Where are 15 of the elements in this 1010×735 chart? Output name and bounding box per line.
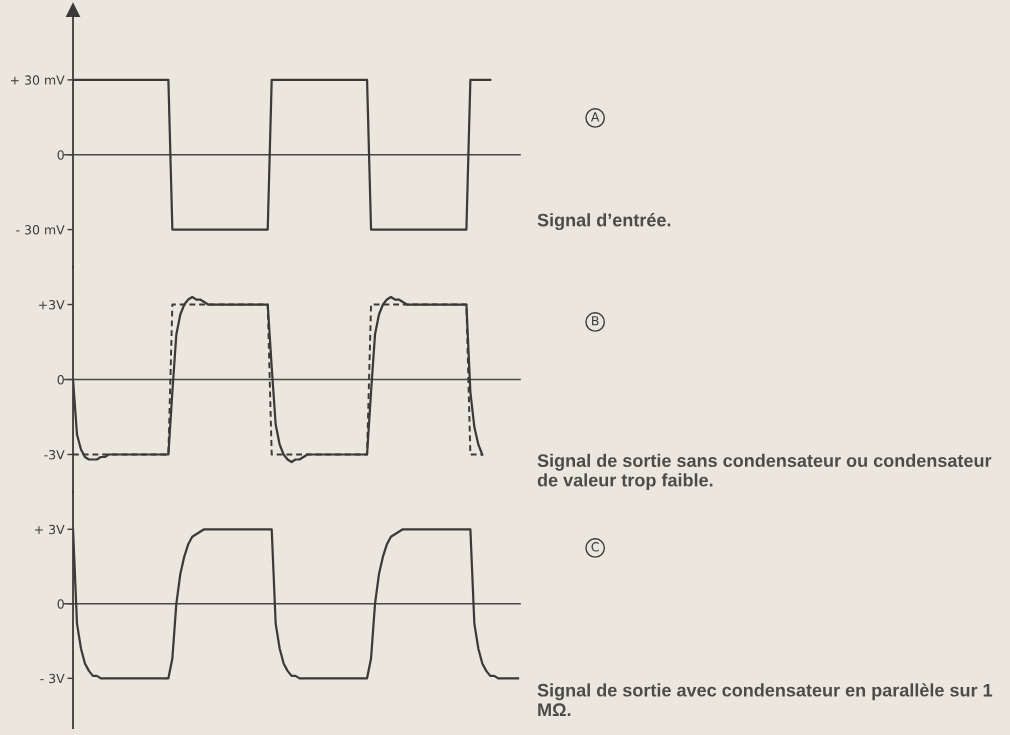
y-tick-label: + 3V xyxy=(35,524,65,535)
y-tick-label: - 3V xyxy=(40,673,65,684)
y-tick-label: 0 xyxy=(57,374,64,385)
y-tick-label: +3V xyxy=(39,299,65,310)
text: B xyxy=(592,316,599,326)
y-tick-label: - 30 mV xyxy=(16,225,65,235)
text: A xyxy=(590,112,600,122)
text: C xyxy=(591,542,599,552)
y-tick-label: -3V xyxy=(44,449,65,460)
y-tick-label: + 30 mV xyxy=(10,75,65,85)
text: Signal d’entrée. xyxy=(537,213,671,231)
text: Signal de sortie avec condensateur en parallèle sur 1 MΩ. xyxy=(537,683,993,716)
y-tick-label: 0 xyxy=(57,599,64,609)
text: Signal de sortie sans condensateur ou condensateur de valeur trop faible. xyxy=(537,453,992,491)
y-tick-label: 0 xyxy=(57,150,64,160)
